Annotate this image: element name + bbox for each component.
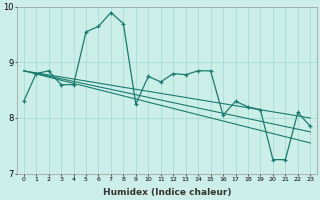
X-axis label: Humidex (Indice chaleur): Humidex (Indice chaleur)	[103, 188, 231, 197]
